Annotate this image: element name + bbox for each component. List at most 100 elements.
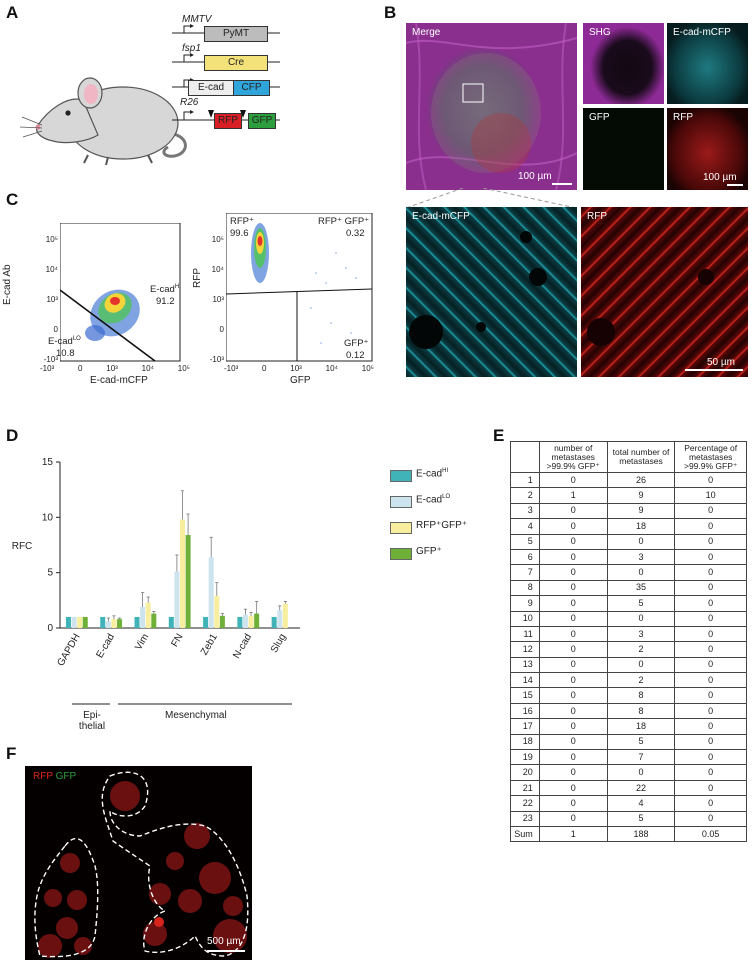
table-cell: 3 [606,625,676,643]
table-cell: 0 [538,718,608,735]
legend-swatch [390,548,412,560]
flow-left-ytick: 0 [53,325,58,334]
table-cell: 0 [538,641,608,658]
flow-left-xtick: 10⁵ [177,364,190,373]
quad-gfp-value: 0.12 [346,350,365,361]
mouse-feet [83,154,153,166]
bar [77,616,83,628]
table-cell: 0 [674,471,747,489]
table-header-row: number of metastases >99.9% GFP⁺ total n… [510,441,747,473]
zoom-scale-bar [685,369,743,371]
table-cell: 0 [538,672,608,689]
metastases-table: number of metastases >99.9% GFP⁺ total n… [510,441,747,843]
ecad-label: E-cad-mCFP [673,27,731,38]
gate-lo-text: E-cad [48,336,73,348]
table-row-index: 7 [510,564,540,581]
bar [111,619,117,628]
bar [145,602,151,628]
flow-right-ytick: 10⁴ [211,265,224,274]
bar [65,616,71,628]
panel-letter-d: D [6,426,19,445]
table-cell: 0 [538,749,608,766]
quad-rfp-value: 99.6 [230,228,249,239]
bar [82,616,88,628]
table-row-index: 11 [510,625,540,643]
flow-left-xtick: 10⁴ [141,364,154,373]
table-cell: 0 [538,564,608,581]
flow-right-plot [226,213,373,362]
bar [140,606,146,628]
x-tick-label: FN [169,632,185,649]
table-header: number of metastases >99.9% GFP⁺ [538,441,608,473]
table-cell: 0 [674,779,747,797]
legend-item: RFP⁺GFP⁺ [390,520,500,546]
bar [237,616,243,628]
table-row: 1 0 26 0 [510,471,747,489]
table-cell: 0 [674,718,747,735]
table-row: 22 0 4 0 [510,795,747,812]
x-tick-label: Zeb1 [199,632,220,658]
table-cell: 5 [606,733,676,751]
bar [185,535,191,628]
table-cell: 0 [538,702,608,720]
bar [174,571,180,628]
construct-diagram: MMTV PyMT fsp1 Cre E-cad CFP R26 RFP GFP [172,14,282,129]
table-cell: 0 [538,595,608,612]
bar [100,616,106,628]
bar [277,610,283,628]
merge-scale-label: 100 µm [518,171,552,182]
merge-fibers [406,23,577,190]
table-cell: 0 [538,733,608,751]
metastases-image [34,771,249,958]
table-cell: 26 [606,471,676,489]
flow-right-xtick: 10³ [290,364,302,373]
table-cell: 0 [538,502,608,520]
table-row: 18 0 5 0 [510,733,747,751]
table-cell: 2 [606,672,676,689]
x-tick-label: Vim [133,632,151,652]
table-row-index: 10 [510,610,540,627]
legend-item: GFP⁺ [390,546,500,572]
table-cell: 0 [674,810,747,827]
gene-ecad: E-cad [188,80,234,96]
table-cell: 0 [674,795,747,812]
y-tick-label: 0 [47,623,53,634]
table-header [510,441,540,473]
bar [248,615,254,628]
legend-swatch [390,470,412,482]
flow-left-xtick: -10³ [40,364,55,373]
table-cell: 9 [606,487,676,504]
legend-text: E-cad [416,468,443,480]
x-tick-label: GAPDH [55,632,82,668]
table-header: Percentage of metastases >99.9% GFP⁺ [674,441,747,473]
flow-left-ylabel: E-cad Ab [2,264,13,305]
table-row-index: 18 [510,733,540,751]
outline-left-lobe [34,838,99,958]
metastases-scale-bar [207,950,245,952]
bar [71,616,77,628]
table-row-index: 9 [510,595,540,612]
table-row: 19 0 7 0 [510,749,747,766]
table-row-index: 13 [510,656,540,674]
flow-right-xticks: -10³ 0 10³ 10⁴ 10⁵ [224,364,374,373]
micro-metastases: RFP GFP 500 µm [25,766,252,960]
table-cell: 0 [674,749,747,766]
merge-label: Merge [412,27,441,38]
micro-ecad: E-cad-mCFP [667,23,748,104]
legend-label: GFP⁺ [416,546,442,557]
mouse-ear-inner [84,84,98,104]
flow-right-ytick: 0 [219,325,224,334]
table-row-index: 22 [510,795,540,812]
flow-right-xtick: 0 [262,364,267,373]
table-cell: 0 [674,579,747,597]
merge-scale-bar [552,183,572,185]
table-cell: 18 [606,518,676,535]
group-epithelial: Epi- thelial [76,710,108,732]
table-row-index: 5 [510,533,540,550]
x-tick-label: Slug [269,632,289,655]
flow-left-xtick: 10³ [106,364,118,373]
table-cell: 1 [538,487,608,504]
mouse-nose [35,124,41,130]
